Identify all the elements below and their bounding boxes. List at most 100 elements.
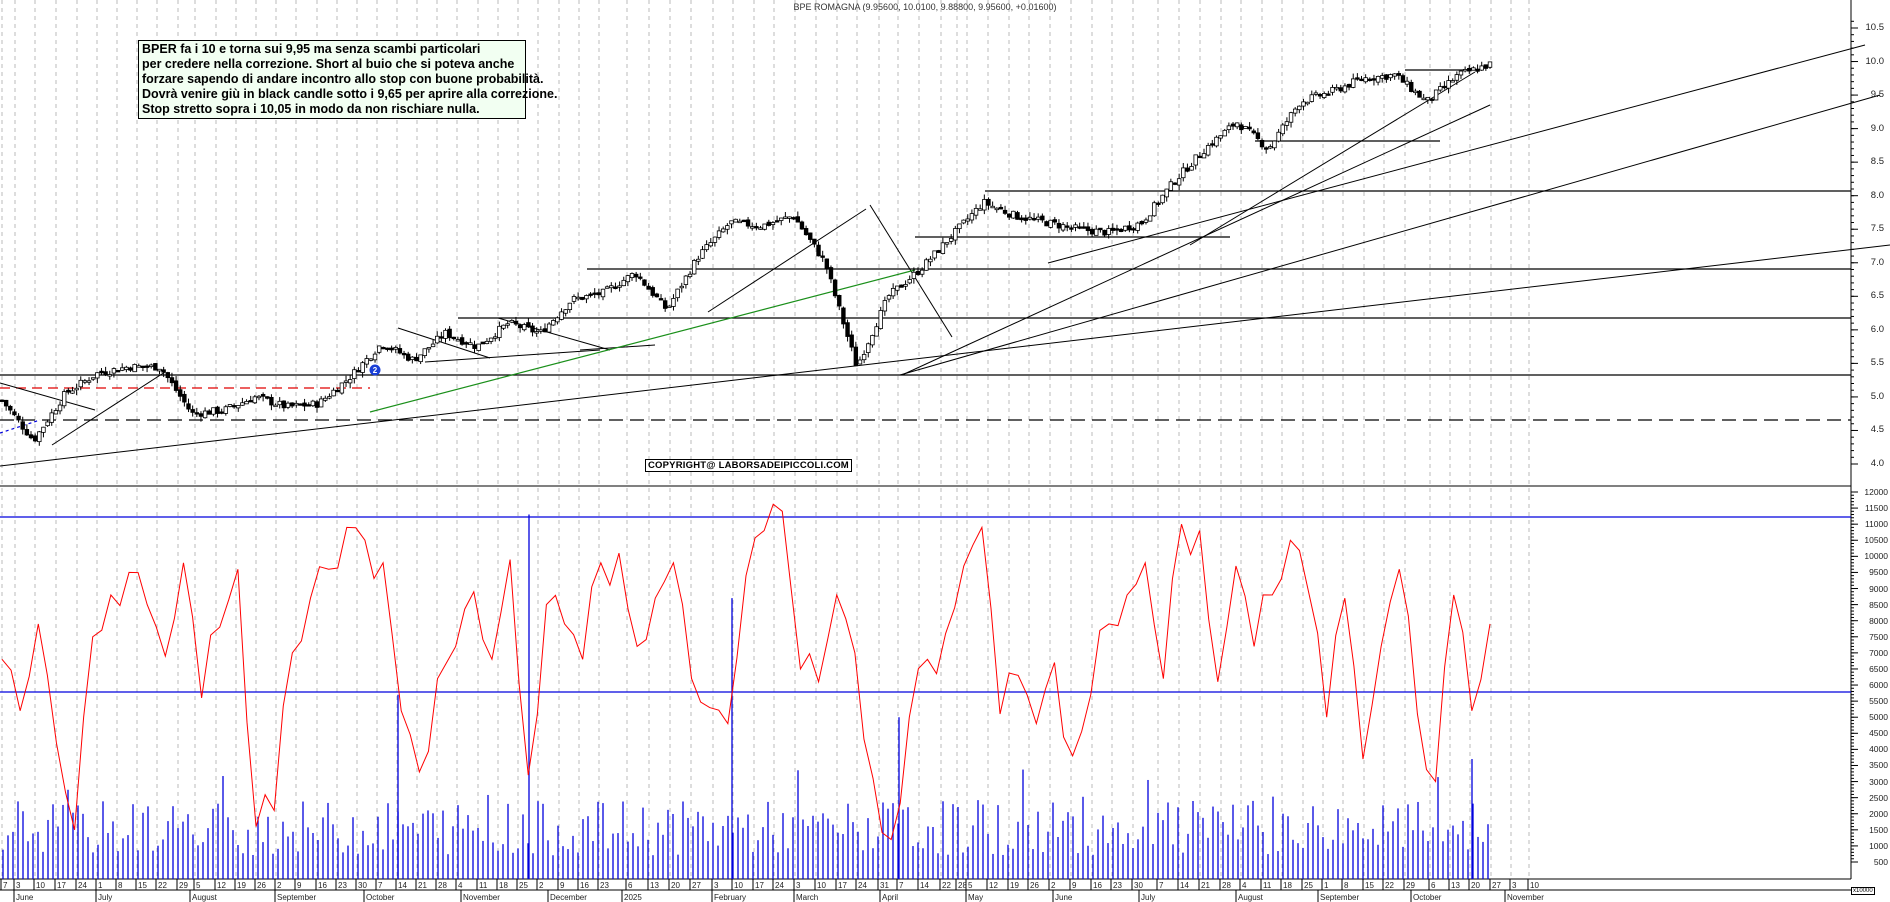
day-tick-label: 7 <box>1159 881 1164 890</box>
volume-tick-label: 3500 <box>1869 760 1888 771</box>
day-tick-label: 26 <box>257 881 266 890</box>
price-tick-label: 7.5 <box>1870 223 1884 235</box>
day-tick-label: 3 <box>796 881 801 890</box>
day-tick-label: 10 <box>734 881 743 890</box>
price-tick-label: 4.5 <box>1870 424 1884 436</box>
day-tick-label: 21 <box>1201 881 1210 890</box>
day-tick-label: 20 <box>1471 881 1480 890</box>
day-tick-label: 27 <box>692 881 701 890</box>
volume-tick-label: 6500 <box>1869 663 1888 674</box>
day-tick-label: 9 <box>1072 881 1077 890</box>
month-tick-label: October <box>366 893 395 902</box>
volume-axis-ticks <box>1851 491 1858 863</box>
day-tick-label: 2 <box>539 881 544 890</box>
month-tick-label: December <box>550 893 587 902</box>
month-tick-label: October <box>1413 893 1442 902</box>
volume-tick-label: 7500 <box>1869 631 1888 642</box>
horizontal-levels <box>0 69 1851 434</box>
day-tick-label: 8 <box>1344 881 1349 890</box>
day-tick-label: 2 <box>277 881 282 890</box>
day-tick-label: 29 <box>179 881 188 890</box>
month-tick-label: June <box>1055 893 1073 902</box>
day-tick-label: 5 <box>968 881 973 890</box>
day-tick-label: 25 <box>1304 881 1313 890</box>
day-tick-label: 25 <box>519 881 528 890</box>
price-tick-label: 7.0 <box>1870 256 1884 268</box>
day-tick-label: 3 <box>16 881 21 890</box>
day-tick-label: 30 <box>358 881 367 890</box>
month-tick-label: September <box>277 893 317 902</box>
day-tick-label: 22 <box>158 881 167 890</box>
day-tick-label: 16 <box>580 881 589 890</box>
day-tick-label: 31 <box>880 881 889 890</box>
day-tick-label: 17 <box>57 881 66 890</box>
volume-tick-label: 7000 <box>1869 647 1888 658</box>
day-tick-label: 7 <box>378 881 383 890</box>
day-tick-label: 18 <box>499 881 508 890</box>
day-tick-label: 21 <box>418 881 427 890</box>
volume-tick-label: 2500 <box>1869 792 1888 803</box>
volume-tick-label: 9500 <box>1869 567 1888 578</box>
day-tick-label: 10 <box>1530 881 1539 890</box>
day-tick-label: 14 <box>920 881 929 890</box>
note-line: Dovrà venire giù in black candle sotto i… <box>142 87 558 101</box>
month-tick-label: April <box>882 893 899 902</box>
day-tick-label: 19 <box>237 881 246 890</box>
price-tick-label: 6.5 <box>1870 290 1884 302</box>
day-tick-label: 11 <box>479 881 488 890</box>
oscillator-line <box>1 503 1491 841</box>
day-tick-label: 12 <box>217 881 226 890</box>
note-line: Stop stretto sopra i 10,05 in modo da no… <box>142 102 480 116</box>
price-tick-label: 9.5 <box>1870 89 1884 101</box>
volume-tick-label: 4000 <box>1869 744 1888 755</box>
month-tick-label: February <box>714 893 747 902</box>
day-tick-label: 11 <box>1263 881 1272 890</box>
day-tick-label: 3 <box>714 881 719 890</box>
marker-2 <box>369 364 381 376</box>
day-tick-label: 22 <box>942 881 951 890</box>
price-tick-label: 5.5 <box>1870 357 1884 369</box>
time-axis-ticks <box>0 879 1529 902</box>
day-tick-label: 22 <box>1385 881 1394 890</box>
day-tick-label: 4 <box>458 881 463 890</box>
month-tick-label: March <box>796 893 819 902</box>
day-tick-label: 9 <box>560 881 565 890</box>
analysis-note: BPER fa i 10 e torna sui 9,95 ma senza s… <box>138 40 558 119</box>
volume-tick-label: 10000 <box>1864 551 1888 562</box>
day-tick-label: 14 <box>1180 881 1189 890</box>
day-tick-label: 28 <box>1222 881 1231 890</box>
month-tick-label: May <box>968 893 984 902</box>
day-tick-label: 29 <box>1406 881 1415 890</box>
note-line: per credere nella correzione. Short al b… <box>142 57 515 71</box>
volume-tick-label: 6000 <box>1869 680 1888 691</box>
day-tick-label: 23 <box>1113 881 1122 890</box>
month-tick-label: August <box>192 893 217 902</box>
note-line: forzare sapendo di andare incontro allo … <box>142 72 544 86</box>
day-tick-label: 13 <box>1451 881 1460 890</box>
month-tick-label: 2025 <box>624 893 642 902</box>
volume-tick-label: 500 <box>1873 857 1888 867</box>
day-tick-label: 4 <box>1242 881 1247 890</box>
copyright-label: COPYRIGHT@ LABORSADEIPICCOLI.COM <box>645 459 852 472</box>
volume-tick-label: 12000 <box>1864 487 1888 497</box>
month-tick-label: July <box>1141 893 1156 902</box>
day-tick-label: 6 <box>1431 881 1436 890</box>
day-tick-label: 15 <box>138 881 147 890</box>
day-tick-label: 27 <box>1492 881 1501 890</box>
day-tick-label: 5 <box>196 881 201 890</box>
volume-tick-label: 11500 <box>1864 503 1888 514</box>
day-tick-label: 24 <box>858 881 867 890</box>
price-tick-label: 10.0 <box>1865 55 1885 67</box>
day-tick-label: 28 <box>438 881 447 890</box>
volume-tick-label: 8000 <box>1869 615 1888 626</box>
day-tick-label: 13 <box>650 881 659 890</box>
day-tick-label: 23 <box>338 881 347 890</box>
day-tick-label: 20 <box>671 881 680 890</box>
note-line: BPER fa i 10 e torna sui 9,95 ma senza s… <box>142 42 481 56</box>
month-tick-label: August <box>1238 893 1263 902</box>
candlesticks <box>0 61 1493 446</box>
day-tick-label: 9 <box>297 881 302 890</box>
day-tick-label: 2 <box>1051 881 1056 890</box>
day-tick-label: 6 <box>628 881 633 890</box>
